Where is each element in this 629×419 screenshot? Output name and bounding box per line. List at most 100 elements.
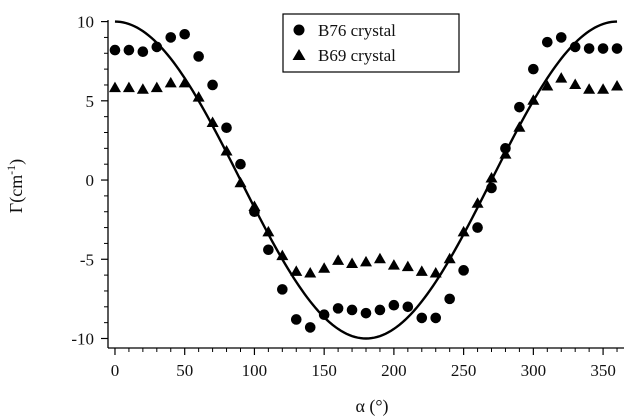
data-point-b76: [123, 44, 135, 56]
y-tick-label: 10: [77, 13, 94, 32]
y-tick-label: -5: [80, 250, 94, 269]
x-tick-label: 250: [451, 361, 477, 380]
legend-label-b69: B69 crystal: [318, 46, 396, 65]
data-point-b69: [415, 265, 428, 276]
data-points-layer: [108, 28, 624, 333]
data-point-b76: [221, 122, 232, 134]
data-point-b69: [220, 145, 233, 156]
data-point-b69: [597, 83, 610, 94]
x-tick-label: 150: [311, 361, 337, 380]
data-point-b69: [373, 252, 386, 264]
legend: B76 crystal B69 crystal: [282, 13, 460, 73]
data-point-b69: [485, 171, 498, 183]
data-point-b69: [527, 94, 540, 105]
x-axis-title: α (°): [355, 396, 388, 417]
data-point-b69: [304, 267, 317, 278]
legend-box: [282, 13, 460, 73]
data-point-b76: [416, 312, 428, 324]
x-tick-label: 350: [590, 361, 616, 380]
data-point-b69: [248, 200, 261, 211]
data-point-b69: [318, 262, 331, 273]
axes: [101, 20, 624, 355]
x-tick-label: 100: [242, 361, 268, 380]
y-axis-title-close: ): [6, 159, 27, 165]
data-point-b76: [555, 32, 567, 43]
data-point-b69: [136, 83, 149, 94]
data-point-b76: [360, 307, 372, 319]
data-point-b76: [597, 43, 609, 54]
data-point-b76: [444, 293, 455, 305]
data-point-b69: [122, 81, 135, 93]
x-tick-label: 300: [521, 361, 547, 380]
y-tick-label: -10: [71, 329, 94, 348]
data-point-b76: [235, 158, 246, 170]
data-point-b69: [555, 72, 568, 83]
data-point-b76: [569, 41, 581, 53]
data-point-b76: [109, 44, 121, 56]
data-point-b69: [234, 176, 247, 188]
data-point-b69: [569, 78, 582, 89]
data-point-b76: [458, 265, 469, 276]
data-point-b69: [429, 267, 442, 278]
data-point-b69: [192, 91, 205, 102]
data-point-b76: [165, 32, 177, 43]
data-point-b76: [388, 299, 400, 311]
legend-marker-circle: [293, 24, 305, 36]
data-point-b76: [541, 36, 553, 48]
y-axis-title: Γ(cm-1): [4, 159, 27, 213]
y-axis-title-sup: -1: [4, 165, 18, 175]
data-point-b69: [583, 83, 596, 94]
data-point-b69: [206, 116, 219, 127]
data-point-b76: [290, 314, 302, 325]
legend-marker-triangle: [292, 49, 306, 60]
data-point-b69: [401, 260, 414, 272]
data-point-b76: [318, 309, 330, 321]
y-tick-label: 0: [86, 171, 95, 190]
data-point-b69: [178, 76, 191, 88]
data-point-b76: [137, 46, 149, 57]
data-point-b76: [263, 244, 274, 256]
data-point-b76: [514, 101, 525, 113]
data-point-b69: [457, 225, 470, 237]
data-point-b69: [443, 252, 456, 264]
x-tick-label: 50: [176, 361, 193, 380]
data-point-b76: [207, 79, 218, 91]
data-point-b69: [276, 249, 289, 261]
data-point-b76: [179, 28, 191, 40]
data-point-b76: [430, 312, 442, 324]
y-tick-label: 5: [86, 92, 95, 111]
data-point-b69: [387, 259, 400, 270]
data-point-b69: [150, 81, 163, 93]
data-point-b76: [528, 63, 539, 75]
data-point-b69: [499, 148, 512, 159]
data-point-b69: [108, 81, 121, 93]
data-point-b76: [611, 43, 623, 54]
data-point-b76: [277, 284, 288, 295]
data-point-b76: [486, 182, 497, 194]
x-tick-label: 0: [111, 361, 120, 380]
data-point-b69: [611, 80, 624, 91]
data-point-b76: [402, 301, 414, 313]
data-point-b69: [262, 225, 275, 237]
data-point-b69: [360, 255, 372, 267]
data-point-b69: [471, 197, 484, 208]
data-point-b69: [513, 121, 526, 132]
data-point-b69: [290, 265, 303, 276]
data-point-b76: [346, 304, 358, 316]
x-tick-label: 200: [381, 361, 407, 380]
data-point-b76: [472, 222, 483, 233]
data-point-b76: [332, 303, 344, 314]
data-point-b69: [164, 76, 177, 88]
data-point-b76: [374, 304, 386, 316]
data-point-b69: [541, 80, 554, 91]
data-point-b69: [332, 254, 345, 265]
y-axis-title-main: Γ(cm: [6, 175, 27, 213]
data-point-b76: [193, 51, 204, 62]
data-point-b76: [583, 43, 595, 54]
data-point-b69: [346, 257, 359, 269]
data-point-b76: [151, 41, 163, 53]
data-point-b76: [304, 322, 316, 333]
legend-label-b76: B76 crystal: [318, 21, 396, 40]
